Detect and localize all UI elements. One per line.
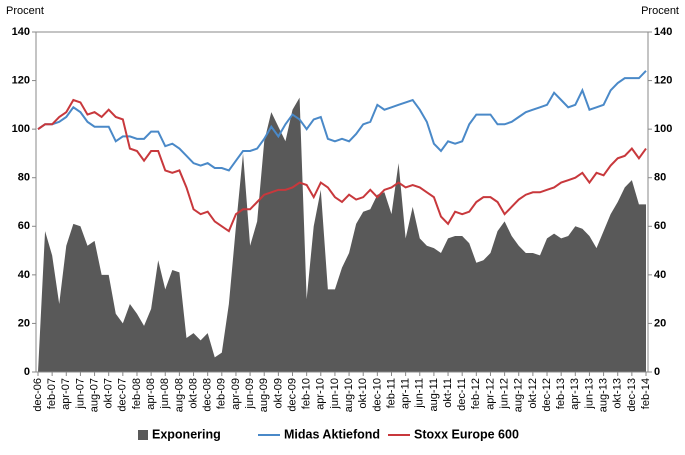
x-tick-label: feb-07: [46, 378, 58, 409]
x-tick-label: aug-07: [88, 378, 100, 412]
x-tick-label: dec-10: [371, 378, 383, 412]
y-tick-label: 40: [18, 269, 30, 281]
x-tick-label: feb-13: [555, 378, 567, 409]
x-tick-label: jun-13: [583, 378, 595, 410]
y2-tick-label: 0: [654, 366, 660, 378]
y2-tick-label: 40: [654, 269, 666, 281]
x-tick-label: feb-12: [470, 378, 482, 409]
x-tick-label: dec-11: [456, 378, 468, 411]
y-tick-label: 120: [12, 74, 30, 86]
x-tick-label: aug-13: [597, 378, 609, 412]
line: [37, 70, 647, 172]
x-tick-label: jun-08: [159, 378, 171, 410]
x-tick-label: jun-09: [244, 378, 256, 410]
legend-label: Midas Aktiefond: [284, 427, 380, 441]
x-tick-label: okt-07: [103, 378, 115, 409]
line: [37, 98, 647, 233]
x-tick-label: apr-10: [315, 378, 327, 410]
x-tick-label: dec-09: [286, 378, 298, 412]
x-tick-label: apr-07: [60, 378, 72, 410]
x-tick-label: dec-13: [626, 378, 638, 412]
x-tick-label: okt-08: [187, 378, 199, 409]
y-tick-label: 100: [12, 123, 30, 135]
y2-tick-label: 80: [654, 172, 666, 184]
x-tick-label: aug-09: [258, 378, 270, 412]
x-tick-label: feb-14: [640, 378, 652, 409]
y2-tick-label: 120: [654, 74, 672, 86]
y-tick-label: 80: [18, 172, 30, 184]
x-tick-label: apr-12: [484, 378, 496, 410]
x-tick-label: feb-09: [216, 378, 228, 409]
x-tick-label: apr-08: [145, 378, 157, 410]
y2-tick-label: 100: [654, 123, 672, 135]
y2-tick-label: 20: [654, 317, 666, 329]
x-tick-label: jun-11: [414, 378, 426, 409]
x-tick-label: jun-12: [499, 378, 511, 410]
y-axis-title: Procent: [6, 5, 44, 17]
legend-label: Exponering: [152, 427, 221, 441]
y-tick-label: 140: [12, 26, 30, 38]
y2-tick-label: 60: [654, 220, 666, 232]
x-tick-label: apr-09: [230, 378, 242, 410]
x-tick-label: apr-11: [400, 378, 412, 409]
x-tick-label: feb-08: [131, 378, 143, 409]
x-tick-label: jun-07: [74, 378, 86, 410]
x-tick-label: dec-07: [117, 378, 129, 412]
x-tick-label: okt-09: [272, 378, 284, 409]
legend-label: Stoxx Europe 600: [414, 427, 519, 441]
x-tick-label: dec-06: [32, 378, 44, 412]
x-tick-label: jun-10: [329, 378, 341, 410]
y-tick-label: 20: [18, 317, 30, 329]
x-tick-label: okt-12: [527, 378, 539, 409]
x-tick-label: aug-12: [513, 378, 525, 412]
legend-swatch: [138, 430, 148, 440]
x-tick-label: okt-13: [612, 378, 624, 409]
x-tick-label: feb-10: [301, 378, 313, 409]
y-tick-label: 0: [24, 366, 30, 378]
x-tick-label: apr-13: [569, 378, 581, 410]
x-tick-label: dec-08: [202, 378, 214, 412]
x-tick-label: dec-12: [541, 378, 553, 412]
y2-tick-label: 140: [654, 26, 672, 38]
x-tick-label: aug-08: [173, 378, 185, 412]
x-tick-label: okt-11: [442, 378, 454, 408]
area: [38, 97, 646, 373]
y-tick-label: 60: [18, 220, 30, 232]
y2-axis-title: Procent: [641, 5, 679, 17]
x-tick-label: aug-10: [343, 378, 355, 412]
x-tick-label: okt-10: [357, 378, 369, 409]
x-tick-label: aug-11: [428, 378, 440, 411]
x-tick-label: feb-11: [385, 378, 397, 408]
